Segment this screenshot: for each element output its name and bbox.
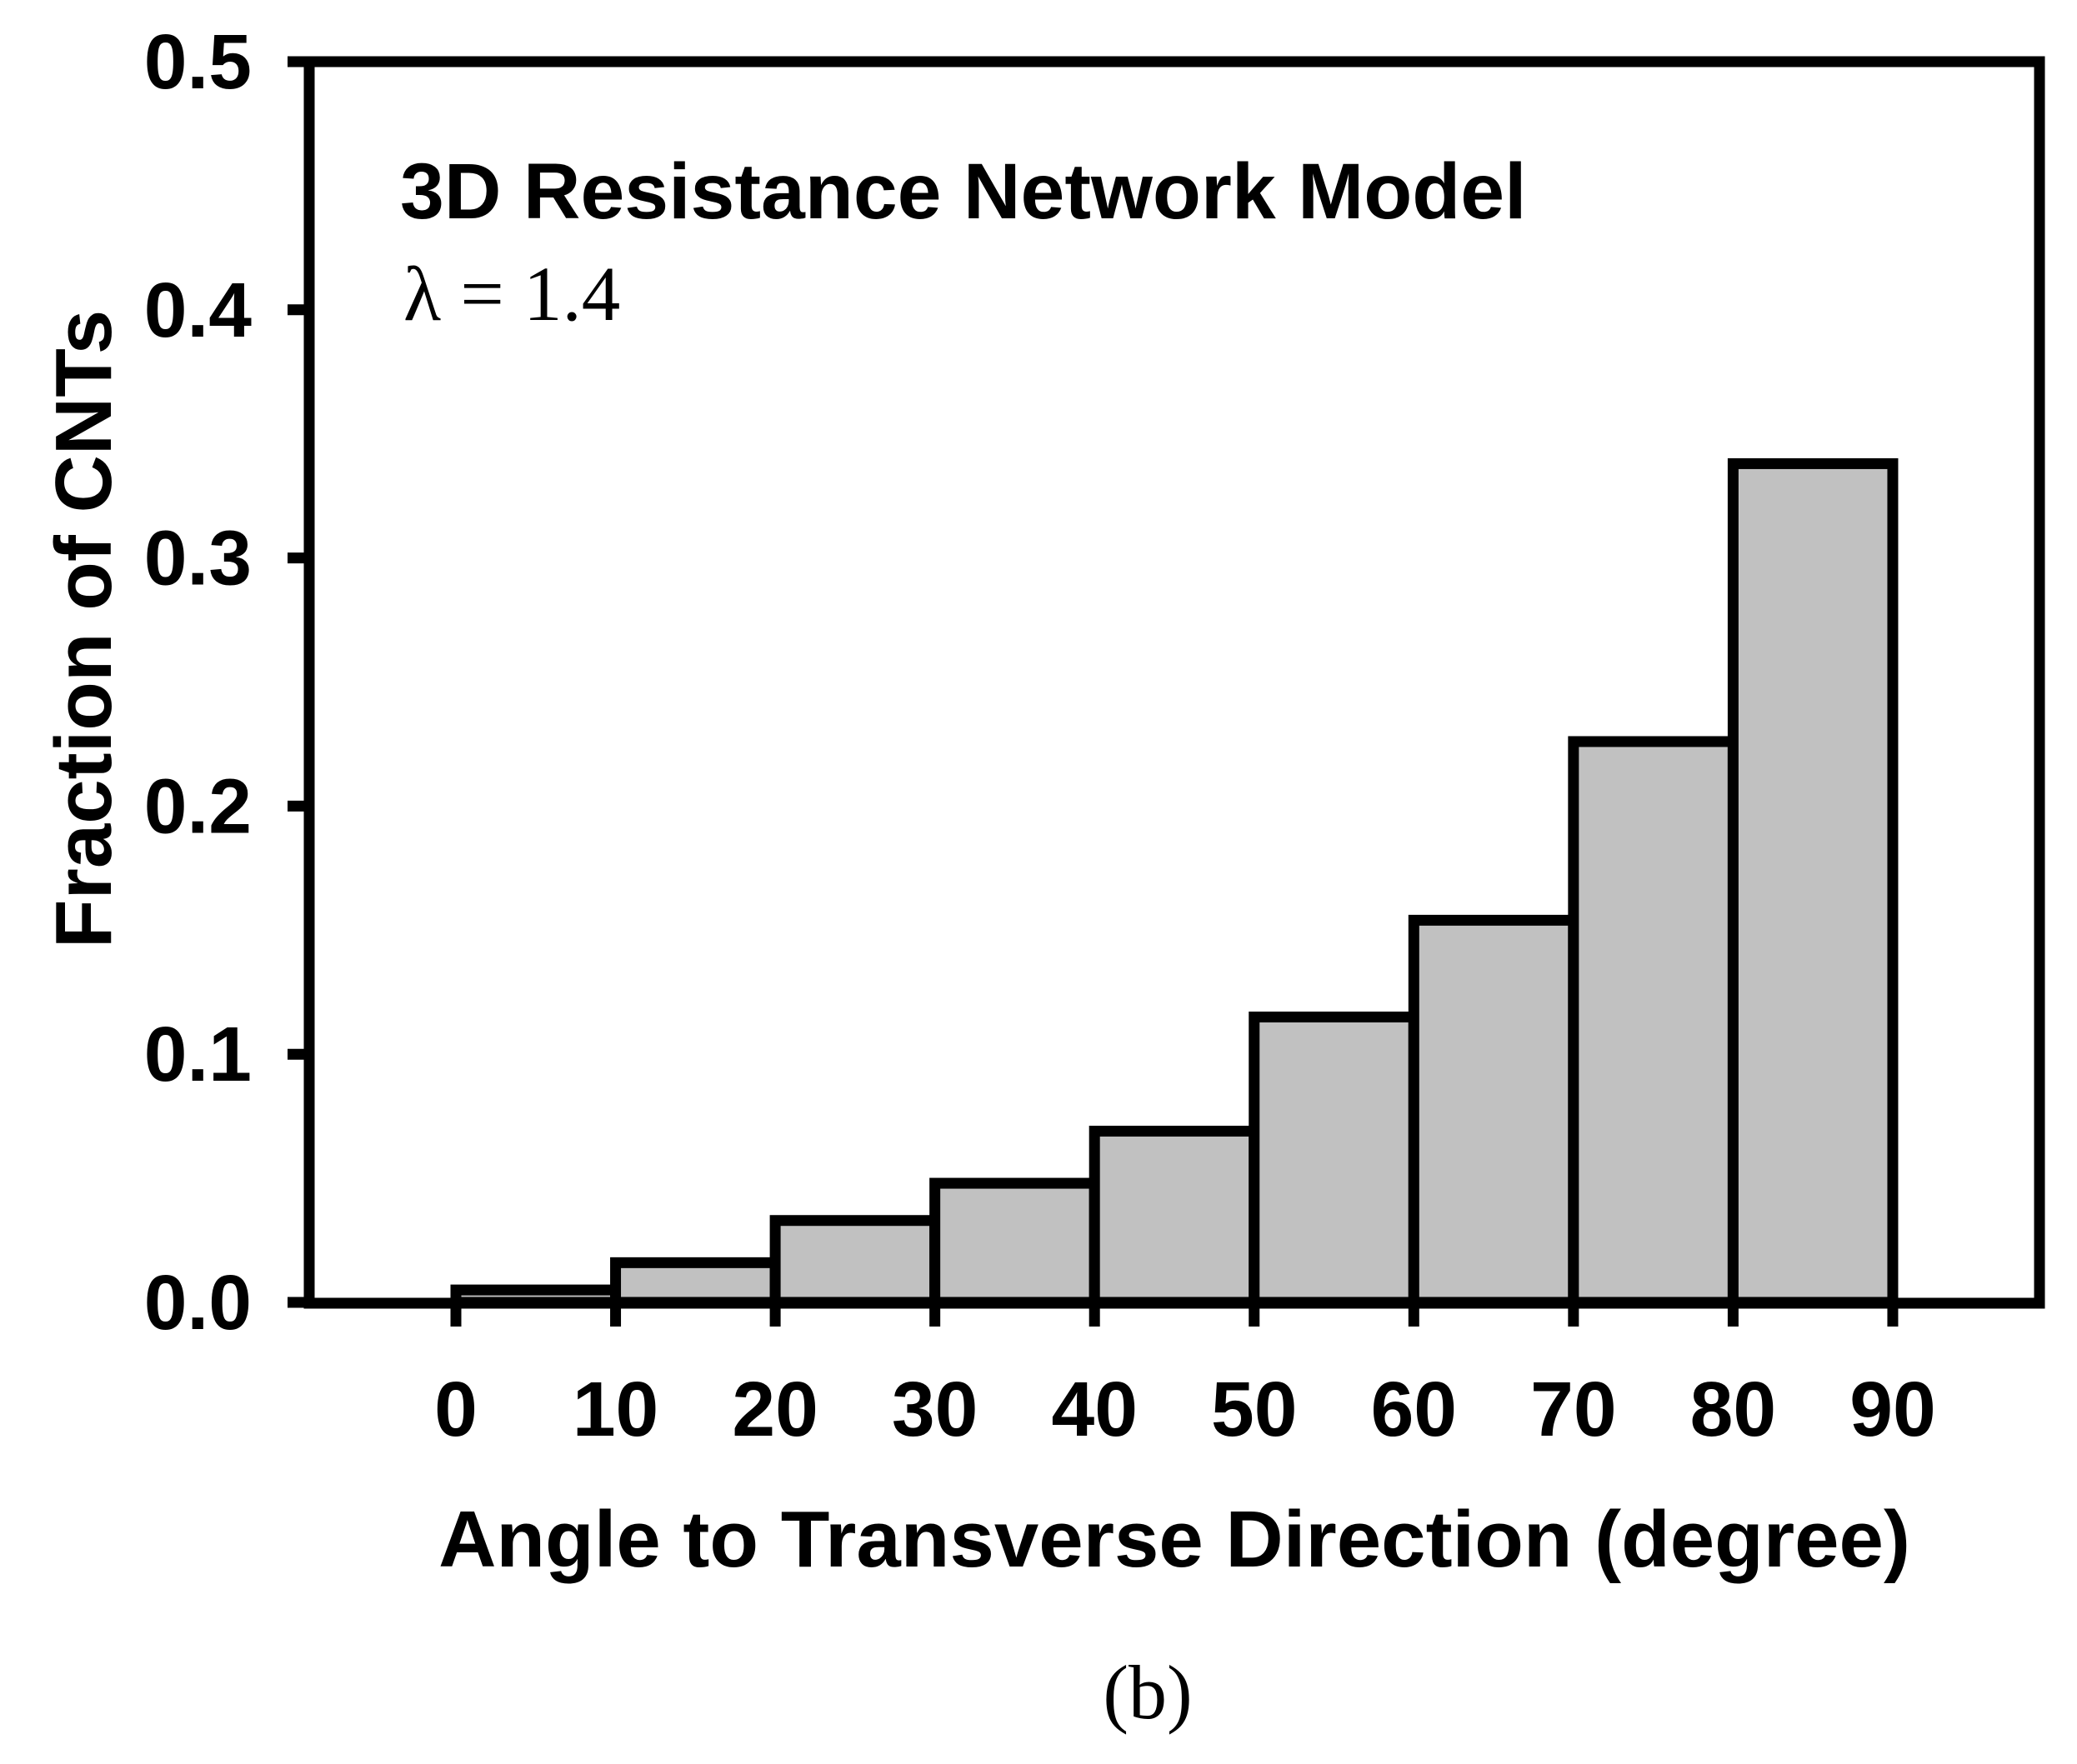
- histogram-bar-2: [769, 1215, 941, 1308]
- y-axis-title: Fraction of CNTs: [39, 310, 128, 948]
- lambda-annotation: λ = 1.4: [403, 252, 620, 337]
- x-tick-label-30: 30: [892, 1366, 978, 1452]
- figure-caption: (b): [1103, 1650, 1192, 1735]
- x-axis-title: Angle to Transverse Direction (degree): [438, 1495, 1910, 1584]
- ticks-layer: 0.0 0.1 0.2 0.3 0.4 0.5 0 10 20 30 40 50 60 70 80 90: [144, 18, 1936, 1452]
- x-tick-label-10: 10: [573, 1366, 658, 1452]
- histogram-bar-1: [610, 1257, 781, 1308]
- plot-border: [303, 56, 2045, 1309]
- plot-title: 3D Resistance Network Model: [400, 147, 1527, 236]
- histogram-bar-8: [1727, 457, 1899, 1308]
- x-tick-label-60: 60: [1371, 1366, 1457, 1452]
- y-tick-label-0.0: 0.0: [144, 1259, 252, 1346]
- y-tick-label-0.3: 0.3: [144, 515, 252, 602]
- x-tick-label-40: 40: [1051, 1366, 1137, 1452]
- bars-layer: [450, 457, 1899, 1308]
- x-tick-label-90: 90: [1849, 1366, 1935, 1452]
- y-tick-label-0.1: 0.1: [144, 1011, 252, 1097]
- x-tick-label-50: 50: [1211, 1366, 1297, 1452]
- y-tick-label-0.4: 0.4: [144, 267, 253, 353]
- histogram-bar-3: [929, 1177, 1100, 1308]
- histogram-bar-7: [1568, 736, 1739, 1308]
- y-tick-label-0.2: 0.2: [144, 762, 252, 849]
- x-tick-label-0: 0: [434, 1366, 478, 1452]
- histogram-bar-5: [1249, 1012, 1419, 1308]
- y-tick-label-0.5: 0.5: [144, 18, 252, 105]
- histogram-bar-4: [1089, 1126, 1260, 1308]
- x-tick-label-80: 80: [1690, 1366, 1776, 1452]
- x-tick-label-20: 20: [732, 1366, 818, 1452]
- x-tick-label-70: 70: [1530, 1366, 1616, 1452]
- histogram-bar-6: [1408, 914, 1579, 1308]
